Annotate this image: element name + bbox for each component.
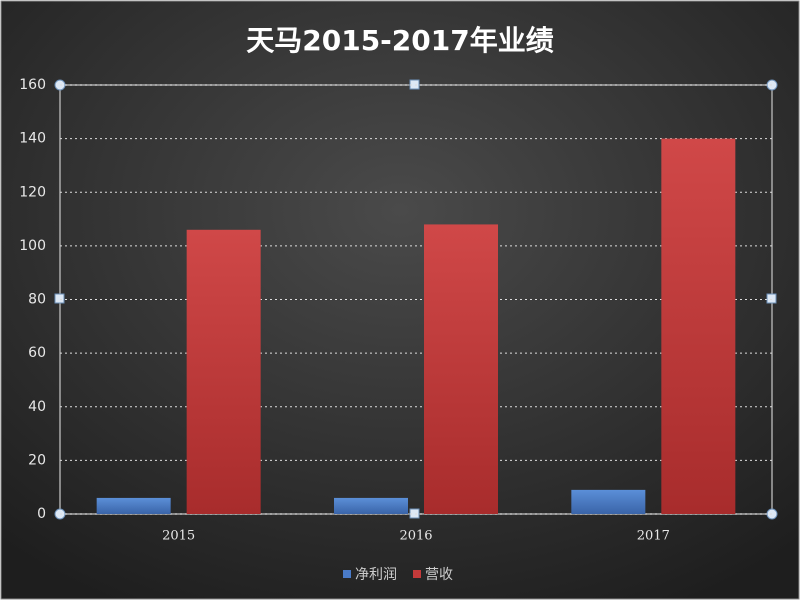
y-tick-label: 0 [37,506,46,522]
x-tick-label: 2016 [399,529,432,544]
bar [424,224,498,515]
y-tick-label: 140 [19,131,46,147]
bar [571,489,646,514]
y-tick-label: 40 [28,399,46,415]
bar [334,497,408,514]
y-tick-label: 120 [19,184,46,200]
legend-swatch [343,570,351,578]
bar [186,229,261,514]
chart-title: 天马2015-2017年业绩 [246,24,553,57]
y-tick-label: 60 [28,345,46,361]
y-tick-label: 20 [28,452,46,468]
bar [96,497,171,514]
y-tick-label: 160 [19,77,46,93]
legend-label: 净利润 [355,567,397,583]
legend-swatch [413,570,421,578]
x-tick-label: 2015 [162,529,195,544]
y-tick-label: 80 [28,292,46,308]
legend-label: 营收 [425,567,453,583]
bar [661,138,736,514]
x-tick-label: 2017 [637,529,670,544]
y-tick-label: 100 [19,238,46,254]
